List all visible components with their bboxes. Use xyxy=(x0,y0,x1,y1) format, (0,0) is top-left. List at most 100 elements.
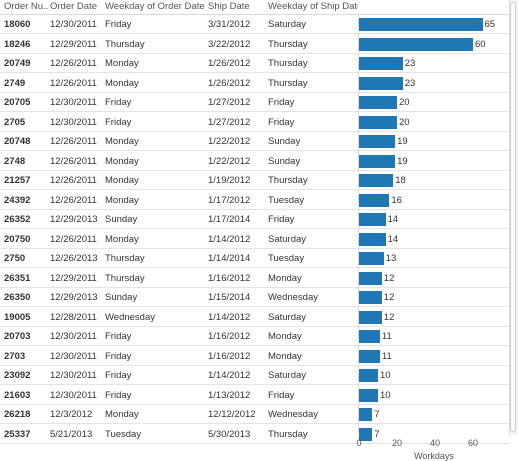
column-header-weekday-order-date[interactable]: Weekday of Order Date xyxy=(105,1,205,12)
bar-value-label: 23 xyxy=(404,77,416,89)
table-row[interactable]: 20705 12/30/2011 Friday 1/27/2012 Friday 20 xyxy=(0,93,509,112)
bar-mark[interactable] xyxy=(359,174,394,187)
bar-mark[interactable] xyxy=(359,37,473,51)
bar-mark[interactable] xyxy=(359,115,397,129)
column-header-order-date[interactable]: Order Date xyxy=(50,0,102,14)
order-weekday-cell: Friday xyxy=(105,116,132,128)
ship-date-cell: 1/13/2012 xyxy=(208,389,251,401)
bar-mark[interactable] xyxy=(359,18,483,31)
ship-weekday-cell: Thursday xyxy=(268,77,308,89)
order-date-cell: 12/26/2011 xyxy=(50,175,97,186)
x-tick-label: 40 xyxy=(429,438,441,448)
order-weekday-cell: Monday xyxy=(105,233,139,245)
bar-mark[interactable] xyxy=(359,291,382,304)
table-row[interactable]: 21257 12/26/2011 Monday 1/19/2012 Thursday 18 xyxy=(0,171,509,190)
x-tick-label: 20 xyxy=(391,438,403,448)
table-row[interactable]: 2703 12/30/2011 Friday 1/16/2012 Monday 11 xyxy=(0,347,509,366)
bar-mark[interactable] xyxy=(359,388,378,402)
bar-mark[interactable] xyxy=(359,135,396,148)
ship-date-cell: 1/14/2014 xyxy=(208,253,251,264)
order-number-cell: 26350 xyxy=(4,292,31,303)
x-axis-title: Workdays xyxy=(414,451,454,461)
bar-mark[interactable] xyxy=(359,57,403,70)
order-number-cell: 20703 xyxy=(4,331,31,342)
bar-mark[interactable] xyxy=(359,349,380,363)
bar-mark[interactable] xyxy=(359,76,403,90)
order-number-cell: 20749 xyxy=(4,58,31,69)
bar-mark[interactable] xyxy=(359,232,386,246)
table-row[interactable]: 19005 12/28/2011 Wednesday 1/14/2012 Saturda… xyxy=(0,308,509,327)
bar-mark[interactable] xyxy=(359,369,378,382)
order-date-cell: 12/26/2011 xyxy=(50,233,97,245)
order-date-cell: 12/30/2011 xyxy=(50,370,97,381)
bar-mark[interactable] xyxy=(359,408,373,421)
order-weekday-cell: Friday xyxy=(105,389,132,401)
order-number-cell: 2705 xyxy=(4,116,26,128)
ship-date-cell: 1/19/2012 xyxy=(208,175,251,186)
order-number-cell: 20705 xyxy=(4,97,31,108)
bar-value-label: 12 xyxy=(383,272,395,284)
column-header-weekday-ship-date[interactable]: Weekday of Ship Date xyxy=(268,1,358,12)
order-number-cell: 26352 xyxy=(4,214,31,225)
order-number-cell: 20750 xyxy=(4,233,31,245)
bar-mark[interactable] xyxy=(359,330,380,343)
bar-mark[interactable] xyxy=(359,193,390,207)
bar-mark[interactable] xyxy=(359,213,386,226)
table-row[interactable]: 18246 12/29/2011 Thursday 3/22/2012 Thursday… xyxy=(0,35,509,54)
table-row[interactable]: 20750 12/26/2011 Monday 1/14/2012 Saturday 14 xyxy=(0,230,509,249)
table-row[interactable]: 26352 12/29/2013 Sunday 1/17/2014 Friday 14 xyxy=(0,210,509,229)
bar-value-label: 7 xyxy=(374,428,380,440)
order-number-cell: 26351 xyxy=(4,272,31,284)
table-row[interactable]: 2705 12/30/2011 Friday 1/27/2012 Friday 20 xyxy=(0,113,509,132)
table-row[interactable]: 21603 12/30/2011 Friday 1/13/2012 Friday 10 xyxy=(0,386,509,405)
order-weekday-cell: Monday xyxy=(105,136,139,147)
table-row[interactable]: 25337 5/21/2013 Tuesday 5/30/2013 Thursday 7 xyxy=(0,425,509,444)
ship-date-cell: 1/14/2012 xyxy=(208,233,251,245)
table-row[interactable]: 2749 12/26/2011 Monday 1/26/2012 Thursday 23 xyxy=(0,74,509,93)
table-row[interactable]: 26350 12/29/2013 Sunday 1/15/2014 Wednesday 1… xyxy=(0,288,509,307)
bar-mark[interactable] xyxy=(359,252,384,265)
order-weekday-cell: Friday xyxy=(105,97,132,108)
bar-value-label: 12 xyxy=(383,311,395,323)
table-row[interactable]: 24392 12/26/2011 Monday 1/17/2012 Tuesday 16 xyxy=(0,191,509,210)
bar-value-label: 7 xyxy=(374,409,380,420)
table-row[interactable]: 26218 12/3/2012 Monday 12/12/2012 Wednesday 7 xyxy=(0,405,509,424)
table-row[interactable]: 20703 12/30/2011 Friday 1/16/2012 Monday 11 xyxy=(0,327,509,346)
table-row[interactable]: 23092 12/30/2011 Friday 1/14/2012 Saturday 10 xyxy=(0,366,509,385)
table-row[interactable]: 2748 12/26/2011 Monday 1/22/2012 Sunday 19 xyxy=(0,152,509,171)
bar-mark[interactable] xyxy=(359,427,373,441)
ship-weekday-cell: Monday xyxy=(268,331,302,342)
table-row[interactable]: 18060 12/30/2011 Friday 3/31/2012 Saturday 65 xyxy=(0,15,509,34)
order-number-cell: 2750 xyxy=(4,253,26,264)
ship-date-cell: 5/30/2013 xyxy=(208,428,251,440)
order-weekday-cell: Friday xyxy=(105,19,132,30)
vertical-scrollbar-thumb[interactable] xyxy=(510,2,516,432)
table-row[interactable]: 20748 12/26/2011 Monday 1/22/2012 Sunday 19 xyxy=(0,132,509,151)
ship-weekday-cell: Sunday xyxy=(268,136,301,147)
table-row[interactable]: 2750 12/26/2013 Thursday 1/14/2014 Tuesday 13 xyxy=(0,249,509,268)
table-row[interactable]: 20749 12/26/2011 Monday 1/26/2012 Thursday 23 xyxy=(0,54,509,73)
order-date-cell: 12/30/2011 xyxy=(50,350,97,362)
column-header-ship-date[interactable]: Ship Date xyxy=(208,1,250,12)
ship-date-cell: 1/15/2014 xyxy=(208,292,251,303)
bar-mark[interactable] xyxy=(359,154,396,168)
ship-weekday-cell: Wednesday xyxy=(268,292,318,303)
ship-weekday-cell: Monday xyxy=(268,350,302,362)
order-weekday-cell: Sunday xyxy=(105,292,138,303)
order-date-cell: 12/26/2013 xyxy=(50,253,98,264)
bar-mark[interactable] xyxy=(359,310,382,324)
x-tick-label: 60 xyxy=(467,438,479,448)
order-number-cell: 26218 xyxy=(4,409,31,420)
table-row[interactable]: 26351 12/29/2011 Thursday 1/16/2012 Monday 12 xyxy=(0,269,509,288)
bar-mark[interactable] xyxy=(359,271,382,285)
bar-mark[interactable] xyxy=(359,96,397,109)
order-weekday-cell: Monday xyxy=(105,58,139,69)
column-header-order-number[interactable]: Order Nu.. xyxy=(4,1,49,12)
order-number-cell: 23092 xyxy=(4,370,31,381)
ship-weekday-cell: Friday xyxy=(268,214,295,225)
ship-date-cell: 1/14/2012 xyxy=(208,311,251,323)
order-date-cell: 12/30/2011 xyxy=(50,116,97,128)
bar-value-label: 11 xyxy=(381,331,392,342)
ship-weekday-cell: Thursday xyxy=(268,428,308,440)
order-weekday-cell: Monday xyxy=(105,155,139,167)
